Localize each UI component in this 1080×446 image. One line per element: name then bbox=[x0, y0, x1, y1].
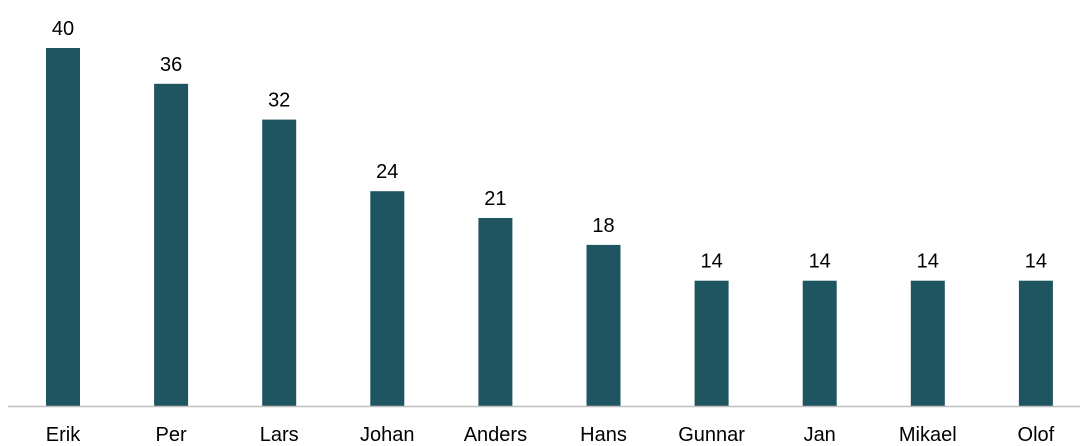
value-label-mikael: 14 bbox=[917, 251, 939, 273]
x-tick-label-mikael: Mikael bbox=[899, 424, 957, 446]
bar-mikael bbox=[910, 280, 945, 406]
x-tick-labels-group: Erik Per Lars Johan Anders Hans Gunnar Jan Mikae… bbox=[46, 424, 1055, 446]
bar-lars bbox=[262, 119, 297, 406]
bar-anders bbox=[478, 218, 513, 406]
x-tick-label-lars: Lars bbox=[260, 424, 299, 446]
bar-olof bbox=[1018, 280, 1053, 406]
value-label-olof: 14 bbox=[1025, 251, 1047, 273]
bar-hans bbox=[586, 244, 621, 406]
x-tick-label-hans: Hans bbox=[580, 424, 627, 446]
x-tick-label-olof: Olof bbox=[1018, 424, 1055, 446]
value-label-erik: 40 bbox=[52, 18, 74, 40]
x-tick-label-johan: Johan bbox=[360, 424, 415, 446]
value-label-lars: 32 bbox=[268, 90, 290, 112]
value-labels-group: 40 36 32 24 21 18 14 14 14 14 bbox=[52, 18, 1047, 273]
bar-per bbox=[154, 83, 189, 407]
value-label-jan: 14 bbox=[809, 251, 831, 273]
x-tick-label-gunnar: Gunnar bbox=[678, 424, 745, 446]
bars-group bbox=[46, 48, 1053, 407]
x-tick-label-jan: Jan bbox=[804, 424, 836, 446]
x-tick-label-erik: Erik bbox=[46, 424, 81, 446]
bar-jan bbox=[802, 280, 837, 406]
value-label-hans: 18 bbox=[592, 215, 614, 237]
bar-gunnar bbox=[694, 280, 729, 406]
bar-johan bbox=[370, 191, 405, 406]
x-tick-label-anders: Anders bbox=[464, 424, 527, 446]
bar-erik bbox=[46, 48, 80, 406]
value-label-per: 36 bbox=[160, 54, 182, 76]
value-label-anders: 21 bbox=[484, 188, 506, 210]
value-label-johan: 24 bbox=[376, 161, 398, 183]
x-tick-label-per: Per bbox=[156, 424, 187, 446]
value-label-gunnar: 14 bbox=[700, 251, 722, 273]
